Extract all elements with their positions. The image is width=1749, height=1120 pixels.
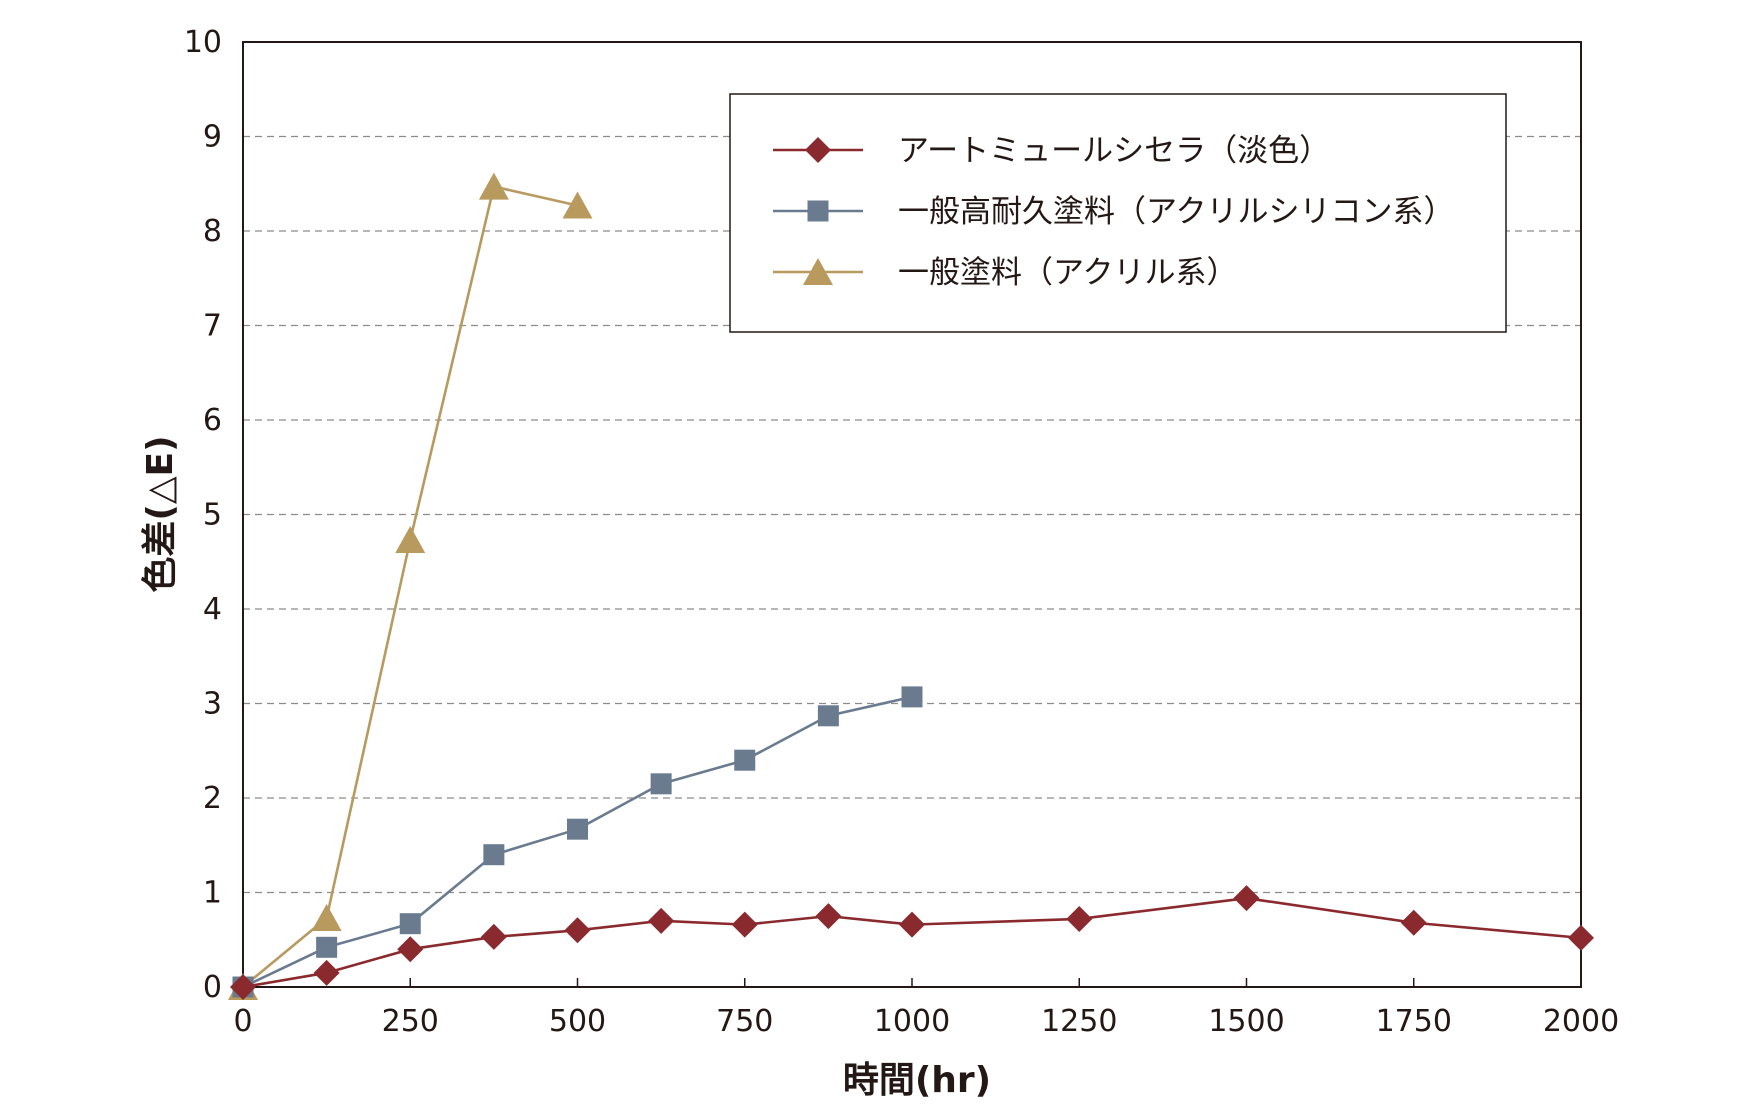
- legend-item: 一般高耐久塗料（アクリルシリコン系）: [773, 194, 1454, 230]
- data-point-square: [901, 686, 923, 708]
- y-axis-ticks: 0 1 2 3 4 5 6 7 8 9 10: [184, 25, 222, 1005]
- legend-items: アートミュールシセラ（淡色） 一般高耐久塗料（アクリルシリコン系） 一般塗料（アクリ…: [773, 133, 1454, 291]
- data-point-triangle: [395, 526, 426, 554]
- legend-box: [729, 93, 1507, 333]
- y-tick-label: 3: [203, 687, 222, 722]
- data-point-diamond: [899, 911, 925, 938]
- data-point-diamond: [815, 903, 842, 930]
- legend-label: 一般塗料（アクリル系）: [898, 255, 1237, 291]
- series-line: [242, 896, 1582, 989]
- x-tick-label: 750: [716, 1004, 773, 1039]
- x-axis-ticks: 0 250 500 750 1000 1250 1500 1750 2000: [233, 978, 1619, 1039]
- y-tick-label: 4: [203, 592, 222, 627]
- x-tick-label: 0: [233, 1004, 252, 1039]
- data-point-square: [734, 749, 756, 771]
- legend-item: アートミュールシセラ（淡色）: [773, 133, 1330, 169]
- x-axis-title: 時間(hr): [843, 1060, 991, 1101]
- y-tick-label: 1: [203, 876, 222, 911]
- y-axis-title: 色差(△E): [140, 435, 181, 592]
- series-2: [232, 686, 923, 998]
- legend-item: 一般塗料（アクリル系）: [773, 255, 1237, 291]
- data-point-diamond: [1233, 885, 1260, 912]
- y-tick-label: 8: [203, 214, 222, 249]
- y-tick-label: 6: [203, 403, 222, 438]
- series-layer: [228, 172, 1594, 1000]
- series-line: [242, 185, 578, 989]
- series-1: [230, 885, 1594, 1000]
- data-point-square: [483, 844, 505, 866]
- x-tick-label: 500: [549, 1004, 606, 1039]
- y-tick-label: 10: [184, 25, 222, 60]
- data-point-diamond: [313, 959, 340, 986]
- data-point-triangle: [311, 904, 342, 932]
- data-point-square: [567, 818, 588, 840]
- y-tick-label: 2: [203, 781, 222, 816]
- y-tick-label: 5: [203, 498, 222, 533]
- data-point-triangle: [562, 191, 593, 219]
- gridlines: [243, 135, 1581, 894]
- data-point-diamond: [230, 974, 256, 1000]
- x-tick-label: 2000: [1543, 1004, 1619, 1039]
- legend-label: アートミュールシセラ（淡色）: [898, 133, 1330, 169]
- data-point-diamond: [480, 923, 507, 950]
- x-tick-label: 1500: [1208, 1004, 1284, 1039]
- y-tick-label: 9: [203, 120, 222, 155]
- data-point-square: [399, 913, 421, 935]
- data-point-square: [817, 705, 839, 727]
- x-tick-label: 1250: [1041, 1004, 1117, 1039]
- data-point-diamond: [731, 911, 758, 938]
- legend: アートミュールシセラ（淡色） 一般高耐久塗料（アクリルシリコン系） 一般塗料（アクリ…: [729, 93, 1507, 333]
- data-point-diamond: [397, 936, 424, 963]
- data-point-diamond: [1066, 905, 1093, 932]
- series-3: [228, 172, 593, 1000]
- y-tick-label: 0: [203, 970, 222, 1005]
- data-point-triangle: [478, 172, 509, 200]
- x-tick-label: 1000: [874, 1004, 950, 1039]
- data-point-triangle: [803, 258, 833, 285]
- data-point-square: [650, 773, 672, 795]
- y-tick-label: 7: [203, 309, 222, 344]
- data-point-square: [316, 936, 338, 958]
- x-tick-label: 1750: [1376, 1004, 1452, 1039]
- data-point-square: [807, 200, 829, 222]
- data-point-diamond: [648, 907, 675, 934]
- data-point-diamond: [1400, 909, 1427, 936]
- x-tick-label: 250: [382, 1004, 439, 1039]
- data-point-diamond: [805, 137, 831, 163]
- data-point-diamond: [564, 917, 591, 944]
- data-point-diamond: [1568, 924, 1594, 951]
- legend-label: 一般高耐久塗料（アクリルシリコン系）: [898, 194, 1454, 230]
